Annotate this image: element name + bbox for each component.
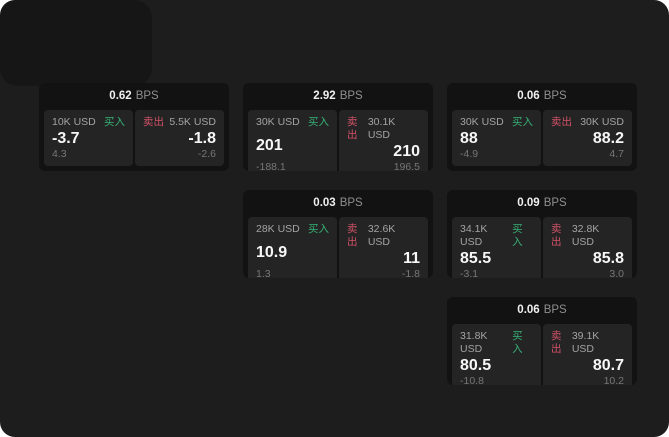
sell-side-label: 卖出 [551, 330, 562, 355]
buy-panel[interactable]: 34.1K USD 买入 85.5 -3.1 [452, 217, 541, 278]
quote-cards-grid: 0.62 BPS 10K USD 买入 -3.7 4.3 卖出 5.5K USD [39, 83, 637, 385]
buy-amount: 34.1K USD [460, 223, 488, 248]
quote-card[interactable]: 0.09 BPS 34.1K USD 买入 85.5 -3.1 卖出 32.8K… [447, 190, 637, 278]
buy-value: 80.5 [460, 357, 492, 374]
card-header: 2.92 BPS [243, 83, 433, 109]
sell-panel[interactable]: 卖出 39.1K USD 80.7 10.2 [543, 324, 632, 385]
sell-side-label: 卖出 [347, 116, 358, 141]
buy-side-label: 买入 [308, 116, 329, 128]
sell-amount: 30.1K USD [367, 116, 396, 141]
quote-card[interactable]: 0.06 BPS 31.8K USD 买入 80.5 -10.8 卖出 39.1… [447, 297, 637, 385]
buy-amount: 10K USD [52, 116, 96, 128]
buy-side-label: 买入 [512, 116, 533, 128]
card-header: 0.06 BPS [447, 297, 637, 323]
bps-unit-label: BPS [339, 90, 363, 102]
sell-amount: 30K USD [580, 116, 624, 128]
card-body: 34.1K USD 买入 85.5 -3.1 卖出 32.8K USD 85.8… [447, 216, 637, 278]
buy-sub-value: 4.3 [52, 148, 67, 160]
buy-sub-value: -4.9 [460, 148, 479, 160]
sell-value: 80.7 [592, 357, 624, 374]
buy-amount: 28K USD [256, 223, 300, 235]
bps-unit-label: BPS [543, 90, 567, 102]
sell-panel[interactable]: 卖出 30K USD 88.2 4.7 [543, 110, 632, 166]
card-body: 30K USD 买入 201 -188.1 卖出 30.1K USD 210 1… [243, 109, 433, 171]
buy-value: 88 [460, 130, 478, 147]
bps-unit-label: BPS [339, 197, 363, 209]
sell-value: 88.2 [592, 130, 624, 147]
sell-sub-value: 10.2 [603, 375, 624, 385]
card-header: 0.62 BPS [39, 83, 229, 109]
buy-panel[interactable]: 31.8K USD 买入 80.5 -10.8 [452, 324, 541, 385]
sell-panel[interactable]: 卖出 5.5K USD -1.8 -2.6 [135, 110, 224, 166]
card-body: 28K USD 买入 10.9 1.3 卖出 32.6K USD 11 -1.8 [243, 216, 433, 278]
buy-amount: 31.8K USD [460, 330, 488, 355]
bps-value: 0.09 [517, 197, 540, 209]
sell-side-label: 卖出 [143, 116, 164, 128]
sell-amount: 39.1K USD [571, 330, 600, 355]
buy-side-label: 买入 [104, 116, 125, 128]
sell-side-label: 卖出 [347, 223, 358, 248]
buy-side-label: 买入 [308, 223, 329, 235]
buy-panel[interactable]: 28K USD 买入 10.9 1.3 [248, 217, 337, 278]
buy-sub-value: -188.1 [256, 161, 286, 171]
sell-value: 210 [393, 143, 420, 160]
card-header: 0.03 BPS [243, 190, 433, 216]
quote-card[interactable]: 0.06 BPS 30K USD 买入 88 -4.9 卖出 30K USD [447, 83, 637, 171]
sell-sub-value: -2.6 [197, 148, 216, 160]
buy-sub-value: -10.8 [460, 375, 484, 385]
corner-panel [0, 0, 152, 86]
sell-sub-value: 4.7 [609, 148, 624, 160]
sell-value: 85.8 [592, 250, 624, 267]
sell-panel[interactable]: 卖出 32.6K USD 11 -1.8 [339, 217, 428, 278]
card-body: 30K USD 买入 88 -4.9 卖出 30K USD 88.2 4.7 [447, 109, 637, 171]
buy-panel[interactable]: 30K USD 买入 88 -4.9 [452, 110, 541, 166]
card-header: 0.09 BPS [447, 190, 637, 216]
buy-value: 85.5 [460, 250, 492, 267]
sell-amount: 32.8K USD [571, 223, 600, 248]
sell-sub-value: -1.8 [401, 268, 420, 278]
quote-card[interactable]: 0.03 BPS 28K USD 买入 10.9 1.3 卖出 32.6K US… [243, 190, 433, 278]
card-header: 0.06 BPS [447, 83, 637, 109]
sell-panel[interactable]: 卖出 32.8K USD 85.8 3.0 [543, 217, 632, 278]
bps-value: 0.62 [109, 90, 132, 102]
sell-amount: 32.6K USD [367, 223, 396, 248]
sell-sub-value: 3.0 [609, 268, 624, 278]
buy-value: 10.9 [256, 243, 288, 261]
buy-panel[interactable]: 30K USD 买入 201 -188.1 [248, 110, 337, 171]
bps-value: 2.92 [313, 90, 336, 102]
sell-side-label: 卖出 [551, 116, 572, 128]
sell-value: 11 [403, 250, 420, 267]
bps-value: 0.03 [313, 197, 336, 209]
buy-amount: 30K USD [460, 116, 504, 128]
bps-value: 0.06 [517, 90, 540, 102]
bps-unit-label: BPS [543, 197, 567, 209]
buy-side-label: 买入 [512, 223, 523, 248]
card-body: 31.8K USD 买入 80.5 -10.8 卖出 39.1K USD 80.… [447, 323, 637, 385]
sell-value: -1.8 [188, 130, 216, 147]
buy-sub-value: -3.1 [460, 268, 479, 278]
sell-panel[interactable]: 卖出 30.1K USD 210 196.5 [339, 110, 428, 171]
bps-unit-label: BPS [135, 90, 159, 102]
card-body: 10K USD 买入 -3.7 4.3 卖出 5.5K USD -1.8 -2.… [39, 109, 229, 171]
sell-side-label: 卖出 [551, 223, 562, 248]
buy-value: -3.7 [52, 130, 80, 147]
buy-sub-value: 1.3 [256, 268, 271, 278]
quote-card[interactable]: 0.62 BPS 10K USD 买入 -3.7 4.3 卖出 5.5K USD [39, 83, 229, 171]
quote-card[interactable]: 2.92 BPS 30K USD 买入 201 -188.1 卖出 30.1K … [243, 83, 433, 171]
buy-side-label: 买入 [512, 330, 523, 355]
bps-unit-label: BPS [543, 304, 567, 316]
sell-amount: 5.5K USD [169, 116, 216, 128]
buy-value: 201 [256, 136, 283, 154]
sell-sub-value: 196.5 [393, 161, 420, 171]
bps-value: 0.06 [517, 304, 540, 316]
buy-panel[interactable]: 10K USD 买入 -3.7 4.3 [44, 110, 133, 166]
buy-amount: 30K USD [256, 116, 300, 128]
